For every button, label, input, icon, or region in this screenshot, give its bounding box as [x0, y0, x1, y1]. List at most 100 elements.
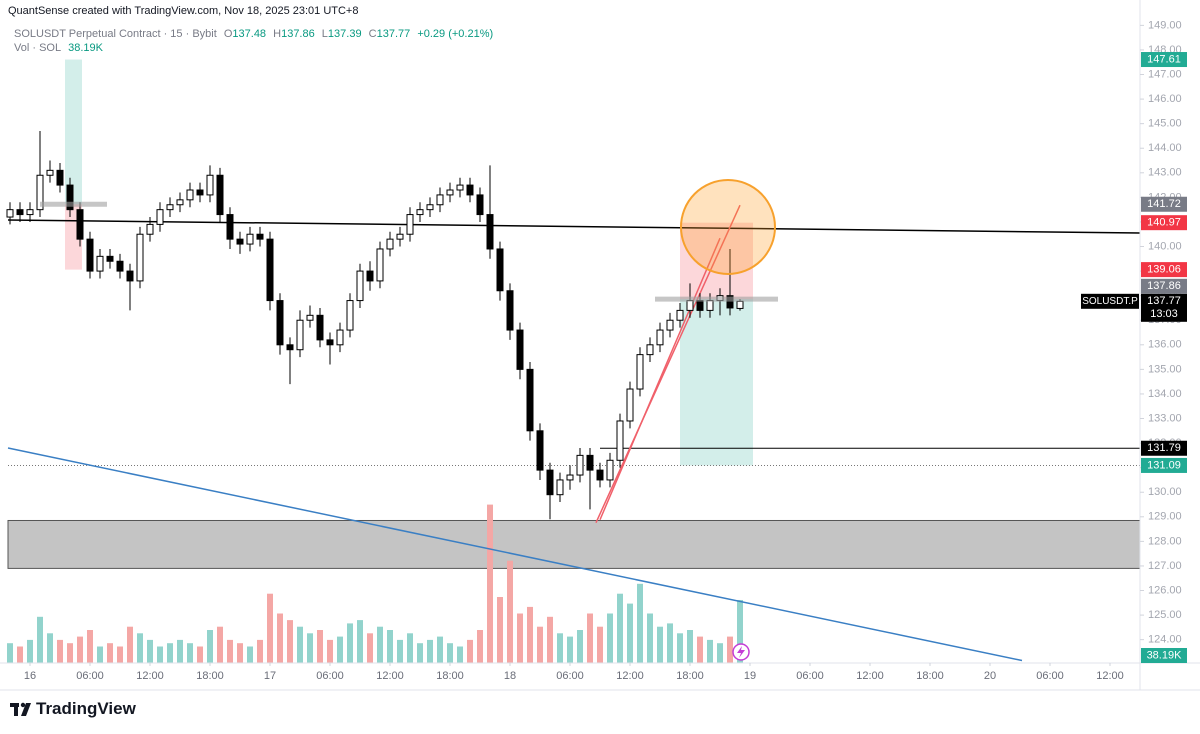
- volume-bar: [207, 630, 213, 663]
- price-label: 137.86: [1147, 280, 1181, 292]
- candle-body: [336, 329, 344, 346]
- legend-key: H: [273, 28, 282, 40]
- price-label: 141.72: [1147, 198, 1181, 210]
- x-tick-label: 06:00: [556, 670, 584, 682]
- candle-body: [656, 329, 664, 346]
- volume-bar: [717, 643, 723, 663]
- candle-body: [676, 309, 684, 321]
- volume-bar: [137, 633, 143, 663]
- volume-bar: [407, 633, 413, 663]
- x-tick-label: 20: [984, 670, 996, 682]
- volume-bar: [117, 646, 123, 663]
- logo-part: [21, 703, 31, 716]
- candle-body: [626, 388, 634, 422]
- volume-bar: [497, 597, 503, 663]
- candle-body: [36, 174, 44, 211]
- price-label-bg: [1141, 196, 1187, 212]
- zone: [7, 519, 1141, 569]
- candle-body: [726, 295, 734, 309]
- volume-bar: [737, 599, 743, 663]
- legend-key: O: [223, 28, 233, 40]
- volume-bar: [427, 639, 433, 663]
- x-tick-label: 06:00: [1036, 670, 1064, 682]
- price-label: 147.61: [1147, 53, 1181, 65]
- candle-body: [486, 214, 494, 250]
- volume-bar: [97, 646, 103, 663]
- candle-body: [356, 270, 364, 302]
- volume-bar: [17, 646, 23, 663]
- volume-bar: [347, 623, 353, 663]
- candle-body: [576, 454, 584, 476]
- tv-logo: [10, 702, 31, 716]
- y-tick-label: 133.00: [1148, 412, 1182, 424]
- volume-bar: [237, 643, 243, 663]
- volume-bar: [617, 593, 623, 663]
- candle-body: [276, 300, 284, 346]
- volume-bar: [197, 646, 203, 663]
- x-tick-label: 18:00: [436, 670, 464, 682]
- volume-bar: [107, 643, 113, 663]
- candle-body: [526, 368, 534, 432]
- candle-body: [16, 209, 24, 216]
- volume-bar: [147, 639, 153, 663]
- volume-bar: [637, 583, 643, 663]
- candle-body: [246, 233, 254, 245]
- volume-bar: [507, 560, 513, 663]
- volume-bar: [217, 626, 223, 663]
- volume-label-bg: [1141, 648, 1187, 663]
- candle-body: [326, 339, 334, 346]
- volume-bar: [157, 646, 163, 663]
- legend-value: 137.48: [232, 28, 267, 40]
- candle-body: [436, 194, 444, 206]
- legend-key: L: [321, 28, 328, 40]
- volume-bar: [227, 639, 233, 663]
- volume-bar: [567, 636, 573, 663]
- candle-body: [206, 174, 214, 196]
- y-tick-label: 145.00: [1148, 118, 1182, 130]
- trendline: [7, 219, 1141, 234]
- x-tick-label: 18:00: [916, 670, 944, 682]
- volume-bar: [177, 639, 183, 663]
- legend-key: C: [368, 28, 377, 40]
- volume-bar: [357, 620, 363, 663]
- volume-bar: [387, 630, 393, 663]
- volume-bar: [307, 633, 313, 663]
- candle-body: [396, 233, 404, 240]
- volume-bar: [417, 643, 423, 663]
- volume-bar: [127, 626, 133, 663]
- trendline: [599, 237, 721, 521]
- candle-body: [686, 300, 694, 311]
- candle-body: [226, 214, 234, 240]
- x-tick-label: 18:00: [196, 670, 224, 682]
- x-tick-label: 18: [504, 670, 516, 682]
- x-tick-label: 16: [24, 670, 36, 682]
- candle-body: [606, 459, 614, 481]
- x-tick-label: 12:00: [376, 670, 404, 682]
- volume-bar: [267, 593, 273, 663]
- candle-body: [456, 184, 464, 191]
- volume-bar: [477, 630, 483, 663]
- candle-body: [116, 260, 124, 272]
- volume-bar: [687, 630, 693, 663]
- volume-bar: [607, 613, 613, 663]
- candle-body: [86, 238, 94, 272]
- volume-label: 38.19K: [1147, 649, 1183, 661]
- volume-bar: [287, 620, 293, 663]
- candle-body: [166, 204, 174, 211]
- volume-bar: [337, 636, 343, 663]
- x-tick-label: 06:00: [316, 670, 344, 682]
- volume-bar: [397, 639, 403, 663]
- candle-body: [366, 270, 374, 282]
- volume-bar: [547, 616, 553, 663]
- background-layer: [7, 59, 1141, 663]
- volume-bar: [517, 613, 523, 663]
- candle-body: [496, 248, 504, 292]
- current-price-bg: [1141, 293, 1187, 322]
- countdown: 13:03: [1150, 308, 1178, 320]
- brand: TradingView: [36, 699, 136, 718]
- candle-body: [126, 270, 134, 282]
- candle-body: [26, 209, 34, 216]
- candle-body: [556, 479, 564, 496]
- x-tick-label: 12:00: [1096, 670, 1124, 682]
